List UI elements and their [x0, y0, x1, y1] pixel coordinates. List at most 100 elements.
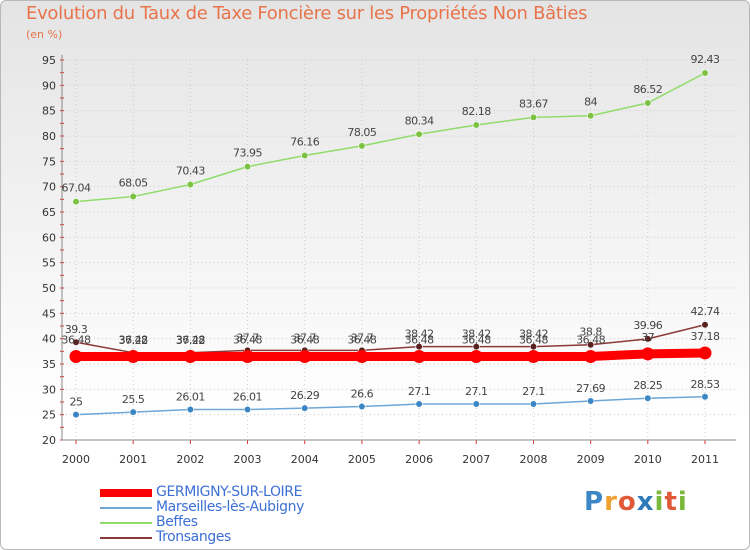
series-line-marseilles-l-s-aubigny — [75, 396, 706, 416]
data-label-tronsanges: 37.22 — [119, 334, 148, 347]
legend-swatch-tronsanges — [100, 537, 152, 539]
y-tick-label: 95 — [42, 54, 56, 67]
data-label-germigny-sur-loire: 36.48 — [576, 334, 605, 347]
data-point-beffes — [415, 130, 423, 138]
x-tick-label: 2011 — [691, 453, 719, 466]
legend-swatch-germigny — [100, 489, 152, 497]
data-label-marseilles-l-s-aubigny: 27.1 — [522, 385, 545, 398]
data-label-tronsanges: 37.7 — [293, 331, 316, 344]
data-point-germigny-sur-loire — [469, 350, 483, 364]
y-tick-label: 25 — [42, 409, 56, 422]
legend-label-tronsanges: Tronsanges — [156, 529, 231, 545]
data-label-marseilles-l-s-aubigny: 27.1 — [408, 385, 431, 398]
data-point-beffes — [701, 69, 709, 77]
x-tick-label: 2004 — [291, 453, 319, 466]
data-point-tronsanges — [587, 341, 595, 349]
data-label-beffes: 80.34 — [405, 114, 434, 127]
data-point-tronsanges — [529, 343, 538, 351]
x-tick-label: 2001 — [119, 453, 147, 466]
data-point-marseilles-l-s-aubigny — [472, 400, 480, 408]
data-point-marseilles-l-s-aubigny — [529, 400, 538, 408]
data-label-germigny-sur-loire: 36.48 — [233, 334, 262, 347]
y-tick-label: 80 — [42, 130, 56, 143]
data-label-beffes: 83.67 — [519, 97, 548, 110]
data-label-germigny-sur-loire: 36.48 — [519, 334, 548, 347]
data-label-germigny-sur-loire: 37.18 — [691, 330, 720, 343]
data-label-marseilles-l-s-aubigny: 26.01 — [176, 391, 205, 404]
data-label-marseilles-l-s-aubigny: 25 — [70, 396, 83, 409]
data-label-marseilles-l-s-aubigny: 26.29 — [290, 389, 319, 402]
data-point-marseilles-l-s-aubigny — [301, 404, 309, 412]
chart-title: Evolution du Taux de Taxe Foncière sur l… — [26, 3, 588, 24]
y-tick-label: 50 — [42, 282, 56, 295]
data-point-marseilles-l-s-aubigny — [358, 402, 366, 411]
data-point-germigny-sur-loire — [241, 350, 255, 364]
series-line-germigny-sur-loire — [71, 348, 710, 362]
proxiti-logo: Proxiti — [584, 487, 688, 517]
data-label-germigny-sur-loire: 36.48 — [290, 334, 319, 347]
legend-label-germigny: GERMIGNY-SUR-LOIRE — [156, 484, 303, 500]
data-label-tronsanges: 37.7 — [236, 331, 259, 344]
data-point-germigny-sur-loire — [355, 350, 369, 364]
data-label-tronsanges: 38.42 — [519, 328, 548, 341]
logo-letter: o — [617, 487, 637, 517]
data-label-beffes: 67.04 — [62, 182, 91, 195]
data-point-beffes — [301, 151, 309, 160]
data-point-beffes — [644, 99, 652, 107]
data-point-tronsanges — [701, 321, 709, 329]
series-lines — [71, 72, 710, 416]
y-tick-label: 90 — [42, 79, 56, 92]
data-label-marseilles-l-s-aubigny: 28.53 — [691, 378, 720, 391]
data-label-marseilles-l-s-aubigny: 27.1 — [465, 385, 488, 398]
data-label-germigny-sur-loire: 36.48 — [462, 334, 491, 347]
series-line-beffes — [75, 72, 706, 203]
data-label-tronsanges: 42.74 — [691, 305, 720, 318]
y-tick-label: 70 — [42, 181, 56, 194]
data-labels: 67.04 68.05 70.43 73.95 76.16 78.05 80.34 82.18… — [62, 53, 721, 409]
data-point-germigny-sur-loire — [126, 350, 140, 364]
data-point-beffes — [243, 163, 252, 171]
data-point-beffes — [529, 113, 538, 122]
data-label-marseilles-l-s-aubigny: 27.69 — [576, 382, 605, 395]
series-markers — [69, 69, 712, 419]
legend-swatch-beffes — [100, 522, 152, 524]
logo-letter: i — [677, 487, 688, 517]
data-point-beffes — [358, 142, 366, 150]
data-point-beffes — [472, 121, 480, 129]
data-label-tronsanges: 39.96 — [633, 319, 662, 332]
data-label-beffes: 76.16 — [290, 135, 319, 148]
data-point-marseilles-l-s-aubigny — [243, 405, 252, 414]
y-tick-label: 45 — [42, 307, 56, 320]
y-tick-label: 75 — [42, 155, 56, 168]
data-label-beffes: 86.52 — [633, 83, 662, 96]
data-label-germigny-sur-loire: 36.48 — [176, 334, 205, 347]
x-tick-label: 2007 — [462, 453, 490, 466]
data-point-marseilles-l-s-aubigny — [72, 411, 80, 419]
y-tick-label: 55 — [42, 257, 56, 270]
data-label-tronsanges: 38.8 — [579, 326, 602, 339]
data-label-tronsanges: 37.7 — [351, 331, 374, 344]
data-label-beffes: 68.05 — [119, 177, 148, 190]
logo-letter: t — [664, 487, 678, 517]
data-label-beffes: 78.05 — [347, 126, 376, 139]
data-point-tronsanges — [415, 343, 423, 351]
data-point-germigny-sur-loire — [183, 350, 197, 364]
data-label-germigny-sur-loire: 36.48 — [119, 334, 148, 347]
data-point-germigny-sur-loire — [641, 347, 655, 361]
data-point-tronsanges — [472, 343, 480, 351]
data-point-marseilles-l-s-aubigny — [129, 408, 137, 416]
data-label-beffes: 92.43 — [691, 53, 720, 66]
y-tick-label: 20 — [42, 434, 56, 447]
data-point-germigny-sur-loire — [298, 350, 312, 364]
data-point-beffes — [129, 192, 137, 201]
data-label-tronsanges: 37.22 — [176, 334, 205, 347]
data-point-marseilles-l-s-aubigny — [587, 397, 595, 405]
x-tick-label: 2008 — [519, 453, 547, 466]
data-point-marseilles-l-s-aubigny — [415, 400, 423, 408]
y-axis-unit-label: (en %) — [26, 28, 63, 41]
x-tick-label: 2003 — [234, 453, 262, 466]
data-point-germigny-sur-loire — [526, 350, 540, 364]
data-point-germigny-sur-loire — [69, 350, 83, 364]
